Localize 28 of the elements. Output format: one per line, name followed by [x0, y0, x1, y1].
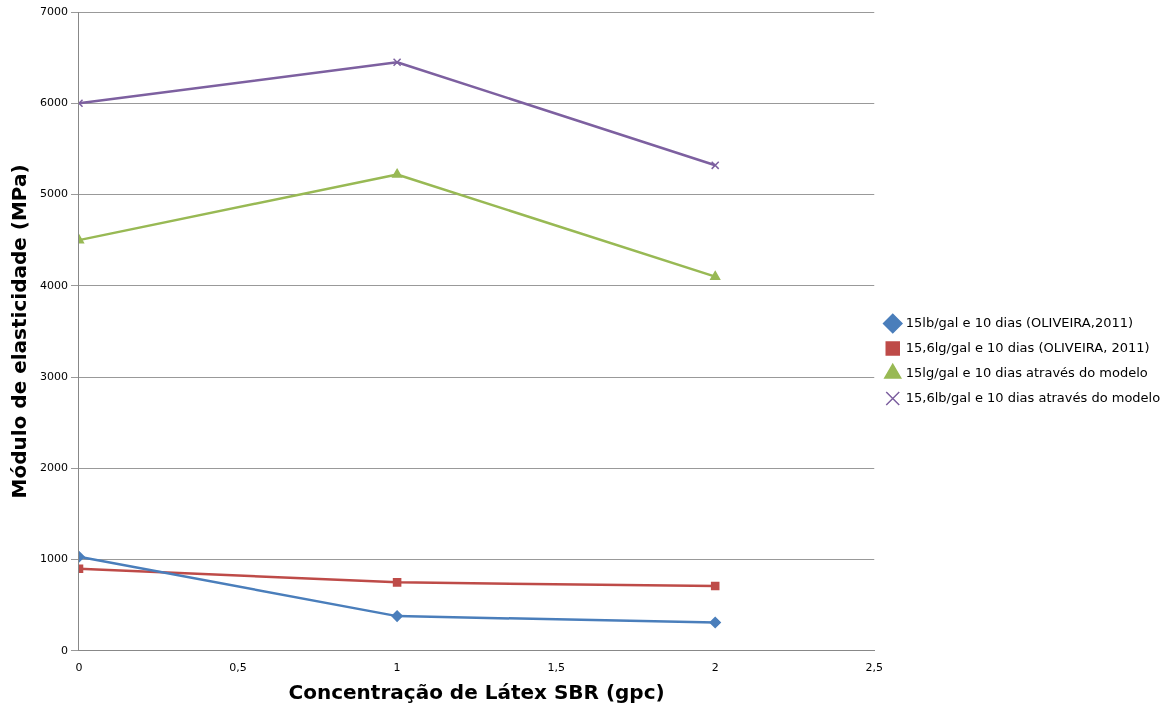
- x-tick-label: 0,5: [229, 661, 247, 675]
- y-tick-label: 5000: [39, 187, 68, 201]
- x-tick-label: 0: [75, 661, 83, 675]
- point: [710, 161, 720, 170]
- legend-label: 15,6lg/gal e 10 dias (OLIVEIRA, 2011): [905, 339, 1150, 355]
- legend-label: 15lg/gal e 10 dias através do modelo: [905, 364, 1148, 380]
- point: [710, 581, 720, 591]
- y-tick-label: 2000: [39, 461, 68, 475]
- y-tick-label: 4000: [39, 278, 68, 292]
- point: [392, 168, 403, 178]
- point: [391, 610, 403, 622]
- y-axis-title: Módulo de elasticidade (MPa): [7, 164, 32, 499]
- x-tick-label: 2,5: [865, 661, 883, 675]
- y-tick-label: 1000: [39, 552, 68, 566]
- x-axis-title: Concentração de Látex SBR (gpc): [288, 680, 665, 705]
- point: [710, 270, 721, 280]
- point: [709, 616, 721, 629]
- y-tick-label: 7000: [39, 4, 68, 18]
- y-tick-label: 6000: [39, 96, 68, 110]
- x-tick-label: 1,5: [547, 661, 565, 675]
- point: [392, 57, 402, 67]
- legend-label: 15,6lb/gal e 10 dias através do modelo: [905, 389, 1161, 405]
- y-tick-label: 3000: [39, 369, 68, 383]
- x-tick-label: 1: [393, 661, 401, 675]
- point: [392, 578, 402, 587]
- legend-label: 15lb/gal e 10 dias (OLIVEIRA,2011): [905, 314, 1134, 330]
- y-tick-label: 0: [60, 643, 68, 657]
- x-tick-label: 2: [711, 661, 719, 675]
